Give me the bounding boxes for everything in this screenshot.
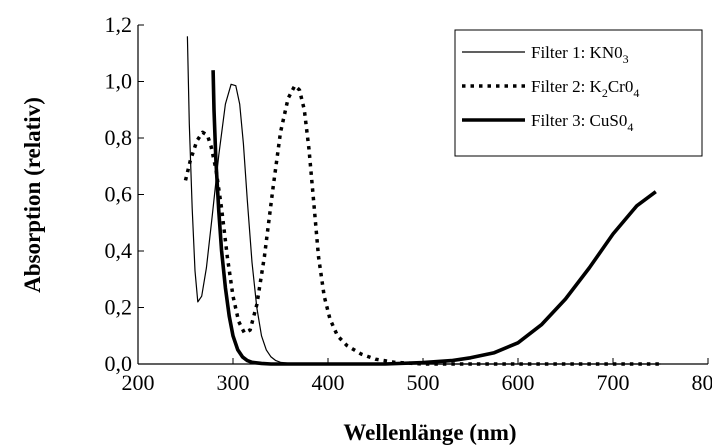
- legend-text-part: Cr0: [608, 77, 634, 96]
- x-tick-label: 300: [217, 370, 250, 395]
- legend-text-part: 4: [633, 86, 639, 100]
- y-tick-label: 0,8: [105, 125, 133, 150]
- legend-text-part: 2: [602, 86, 608, 100]
- legend-entry-3: Filter 3: CuS04: [531, 111, 633, 134]
- y-tick-label: 0,4: [105, 238, 133, 263]
- x-tick-label: 500: [407, 370, 440, 395]
- axes: 200 300 400 500 600 700 800 0,0 0,2 0,4 0,6 0,8 1,0 1…: [105, 12, 712, 395]
- y-tick-label: 0,0: [105, 351, 133, 376]
- legend-text-part: 4: [627, 120, 633, 134]
- y-tick-label: 0,6: [105, 182, 133, 207]
- x-tick-label: 700: [597, 370, 630, 395]
- y-tick-label: 0,2: [105, 295, 133, 320]
- y-axis-title: Absorption (relativ): [20, 97, 45, 293]
- x-axis-title: Wellenlänge (nm): [343, 420, 516, 445]
- legend-text-part: Filter 3: CuS0: [531, 111, 627, 130]
- x-tick-label: 600: [502, 370, 535, 395]
- legend-entry-2: Filter 2: K2Cr04: [531, 77, 639, 100]
- x-tick-label: 800: [692, 370, 712, 395]
- series-line-3: [211, 70, 657, 366]
- legend-box: [454, 29, 703, 157]
- y-tick-label: 1,0: [105, 69, 133, 94]
- y-tick-label: 1,2: [105, 12, 133, 37]
- series-layer: [183, 36, 661, 366]
- x-tick-label: 200: [122, 370, 155, 395]
- x-tick-label: 400: [312, 370, 345, 395]
- legend-text-part: Filter 1: KN0: [531, 43, 623, 62]
- legend-entry-1: Filter 1: KN03: [531, 43, 629, 66]
- legend-text-part: Filter 2: K: [531, 77, 603, 96]
- legend-text-part: 3: [623, 52, 629, 66]
